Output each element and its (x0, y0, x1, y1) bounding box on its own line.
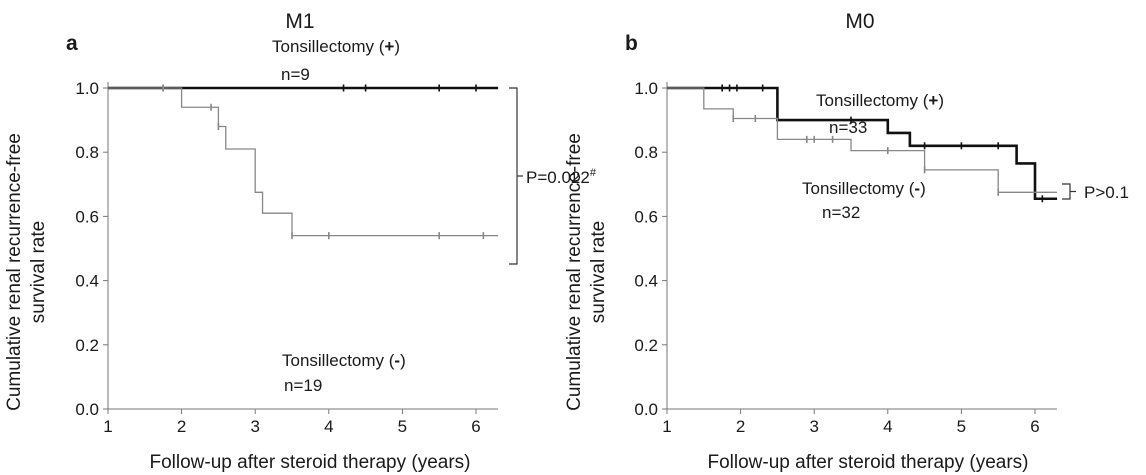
chart-a-plot: 1 2 3 4 5 6 0.0 0.2 0.4 0.6 0.8 1.0 Tonsillectomy (+… (75, 37, 596, 436)
chart-b-x-tick-label: 5 (957, 417, 966, 436)
chart-b-series-plus-line (667, 86, 1058, 201)
chart-b-p-bracket (1062, 183, 1071, 200)
chart-b-series-plus-n: n=33 (829, 118, 867, 137)
chart-b-x-axis-label: Follow-up after steroid therapy (years) (707, 452, 1028, 473)
chart-a-y-axis-label-line2: survival rate (28, 221, 49, 323)
chart-a-x-tick-label: 3 (250, 417, 259, 436)
chart-a-y-tick-label: 0.0 (75, 400, 99, 419)
chart-b-y-tick-label: 1.0 (634, 79, 658, 98)
chart-b-y-tick-label: 0.0 (634, 400, 658, 419)
chart-b-x-tick-label: 4 (883, 417, 892, 436)
chart-b-x-tick-label: 6 (1030, 417, 1039, 436)
chart-a-panel-label: a (66, 32, 78, 55)
chart-a-x-tick-label: 6 (471, 417, 480, 436)
chart-a-series-plus-n: n=9 (281, 65, 310, 84)
chart-b-x-tick-label: 3 (809, 417, 818, 436)
chart-a-y-tick-label: 0.4 (75, 272, 99, 291)
chart-a-y-tick-label: 0.6 (75, 207, 99, 226)
chart-a-p-value: P=0.022# (526, 167, 597, 187)
chart-a-y-tick-label: 0.2 (75, 336, 99, 355)
chart-b-series-minus-label: Tonsillectomy (-) (802, 179, 926, 198)
chart-a-x-tick-label: 5 (398, 417, 407, 436)
chart-a-y-tick-label: 1.0 (75, 79, 99, 98)
chart-a-series-minus-n: n=19 (284, 376, 322, 395)
chart-a-y-tick-label: 0.8 (75, 143, 99, 162)
chart-a-x-tick-label: 2 (177, 417, 186, 436)
chart-b-y-axis-label-line2: survival rate (588, 221, 609, 323)
chart-b-series-minus-n: n=32 (822, 203, 860, 222)
chart-b-title: M0 (845, 10, 874, 33)
chart-b-y-tick-label: 0.2 (634, 336, 658, 355)
chart-b-series-plus-label: Tonsillectomy (+) (816, 91, 944, 110)
chart-a-y-axis-label-line1: Cumulative renal recurrence-free (4, 133, 25, 411)
chart-a-p-bracket (509, 87, 518, 265)
chart-b-panel-label: b (625, 32, 638, 55)
chart-a-title: M1 (285, 10, 314, 33)
chart-a-series-plus-label: Tonsillectomy (+) (272, 37, 400, 56)
chart-b-plot: 1 2 3 4 5 6 0.0 0.2 0.4 0.6 0.8 1.0 Tonsillectomy (+… (634, 79, 1129, 436)
chart-b-y-tick-label: 0.8 (634, 143, 658, 162)
chart-b-y-tick-label: 0.4 (634, 272, 658, 291)
chart-b-p-value: P>0.1 (1084, 183, 1129, 202)
chart-b-y-tick-label: 0.6 (634, 207, 658, 226)
chart-b-x-tick-label: 2 (736, 417, 745, 436)
chart-a-x-tick-label: 4 (324, 417, 333, 436)
chart-b-x-tick-label: 1 (662, 417, 671, 436)
chart-a-x-axis-label: Follow-up after steroid therapy (years) (149, 452, 470, 473)
chart-a-x-tick-label: 1 (103, 417, 112, 436)
chart-a-series-minus-label: Tonsillectomy (-) (282, 351, 406, 370)
chart-b-y-axis-label-line1: Cumulative renal recurrence-free (564, 133, 585, 411)
chart-a-series-minus-line (108, 87, 499, 237)
